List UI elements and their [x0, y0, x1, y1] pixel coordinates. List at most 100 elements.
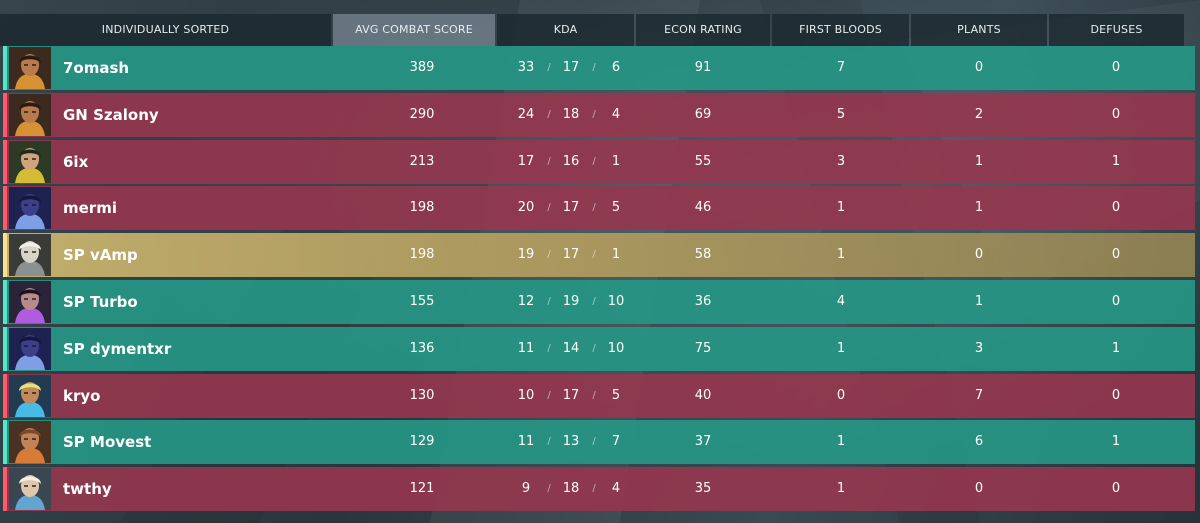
column-header-first-bloods[interactable]: FIRST BLOODS: [772, 14, 909, 46]
player-row[interactable]: 6ix 213 17 / 16 / 1 55 3 1 1: [3, 139, 1195, 184]
team-color-stripe: [3, 139, 7, 184]
reyna-icon: [9, 281, 51, 323]
column-header-defuses[interactable]: DEFUSES: [1049, 14, 1184, 46]
first-bloods-value: 1: [836, 340, 846, 356]
plants-value: 0: [974, 247, 984, 263]
defuses-value: 0: [1111, 60, 1121, 75]
assists-value: 4: [611, 106, 621, 122]
avg-combat-score-value: 198: [409, 200, 435, 216]
player-row[interactable]: SP dymentxr 136 11 / 14 / 10 75 1 3 1: [3, 326, 1195, 371]
assists-value: 5: [611, 387, 621, 403]
team-color-stripe: [3, 467, 7, 512]
kills-value: 10: [517, 387, 535, 403]
plants-value: 1: [974, 200, 984, 216]
first-bloods-value: 0: [836, 387, 846, 403]
kda-separator: /: [592, 342, 596, 354]
team-color-stripe: [3, 92, 7, 137]
defuses-value: 0: [1111, 294, 1121, 309]
plants-value: 1: [974, 153, 984, 169]
kda-separator: /: [547, 155, 551, 167]
player-row[interactable]: twthy 121 9 / 18 / 4 35 1 0 0: [3, 467, 1195, 512]
kills-value: 24: [517, 106, 535, 122]
kda-separator: /: [547, 342, 551, 354]
assists-value: 5: [611, 200, 621, 216]
player-row[interactable]: mermi 198 20 / 17 / 5 46 1 1 0: [3, 186, 1195, 231]
kills-value: 12: [517, 294, 535, 309]
defuses-value: 1: [1111, 153, 1121, 169]
assists-value: 4: [611, 481, 621, 497]
player-row[interactable]: 7omash 389 33 / 17 / 6 91 7 0 0: [3, 46, 1195, 90]
assists-value: 6: [611, 60, 621, 75]
kda-separator: /: [592, 249, 596, 261]
avg-combat-score-value: 121: [409, 481, 435, 497]
column-header-kda[interactable]: KDA: [497, 14, 634, 46]
player-row[interactable]: SP Turbo 155 12/19/10 36 4 1 0: [3, 280, 1195, 324]
kda-separator: /: [592, 436, 596, 448]
plants-value: 6: [974, 434, 984, 450]
first-bloods-value: 1: [836, 200, 846, 216]
kills-value: 11: [517, 340, 535, 356]
kda-separator: /: [592, 155, 596, 167]
team-color-stripe: [3, 186, 7, 231]
kills-value: 9: [521, 481, 531, 497]
defuses-value: 0: [1111, 387, 1121, 403]
cypher-icon: [9, 234, 51, 277]
deaths-value: 17: [562, 200, 580, 216]
kills-value: 19: [517, 247, 535, 263]
avg-combat-score-value: 389: [409, 60, 435, 75]
first-bloods-value: 3: [836, 153, 846, 169]
player-name: 7omash: [63, 59, 130, 77]
kda-separator: /: [547, 483, 551, 495]
plants-value: 7: [974, 387, 984, 403]
team-color-stripe: [3, 326, 7, 371]
econ-rating-value: 36: [694, 294, 712, 309]
first-bloods-value: 1: [836, 434, 846, 450]
econ-rating-value: 91: [694, 60, 712, 75]
deaths-value: 13: [562, 434, 580, 450]
econ-rating-value: 55: [694, 153, 712, 169]
defuses-value: 0: [1111, 247, 1121, 263]
player-row[interactable]: kryo 130 10 / 17 / 5 40 0 7 0: [3, 373, 1195, 418]
kda-separator: /: [547, 108, 551, 120]
omen-icon: [9, 327, 51, 370]
assists-value: 7: [611, 434, 621, 450]
avg-combat-score-value: 213: [409, 153, 435, 169]
player-row[interactable]: SP vAmp 198 19 / 17 / 1 58 1 0 0: [3, 233, 1195, 278]
deaths-value: 17: [562, 387, 580, 403]
deaths-value: 18: [562, 106, 580, 122]
deaths-value: 17: [562, 60, 580, 75]
kda-separator: /: [547, 389, 551, 401]
econ-rating-value: 69: [694, 106, 712, 122]
team-color-stripe: [3, 46, 7, 90]
player-name: kryo: [63, 386, 101, 405]
deaths-value: 19: [562, 294, 580, 309]
column-header-econ-rating[interactable]: ECON RATING: [636, 14, 770, 46]
team-color-stripe: [3, 420, 7, 465]
column-header-avg-combat-score[interactable]: AVG COMBAT SCORE: [333, 14, 495, 46]
scoreboard-header: INDIVIDUALLY SORTED AVG COMBAT SCORE KDA…: [0, 14, 1200, 46]
column-header-plants[interactable]: PLANTS: [911, 14, 1047, 46]
defuses-value: 1: [1111, 434, 1121, 450]
kda-separator: /: [592, 389, 596, 401]
kda-separator: /: [547, 249, 551, 261]
deaths-value: 17: [562, 247, 580, 263]
defuses-value: 0: [1111, 200, 1121, 216]
kda-separator: /: [592, 108, 596, 120]
kda-separator: /: [592, 296, 596, 307]
plants-value: 0: [974, 481, 984, 497]
kda-separator: /: [592, 62, 596, 73]
player-name: mermi: [63, 199, 117, 218]
team-color-stripe: [3, 280, 7, 324]
player-name: GN Szalony: [63, 105, 159, 124]
avg-combat-score-value: 129: [409, 434, 435, 450]
player-row[interactable]: SP Movest 129 11 / 13 / 7 37 1 6 1: [3, 420, 1195, 465]
player-row[interactable]: GN Szalony 290 24 / 18 / 4 69 5 2 0: [3, 92, 1195, 137]
sort-mode-label[interactable]: INDIVIDUALLY SORTED: [0, 14, 331, 46]
first-bloods-value: 5: [836, 106, 846, 122]
kda-separator: /: [547, 202, 551, 214]
player-name: SP vAmp: [63, 246, 138, 265]
avg-combat-score-value: 198: [409, 247, 435, 263]
neon-icon: [9, 374, 51, 417]
kda-separator: /: [592, 483, 596, 495]
